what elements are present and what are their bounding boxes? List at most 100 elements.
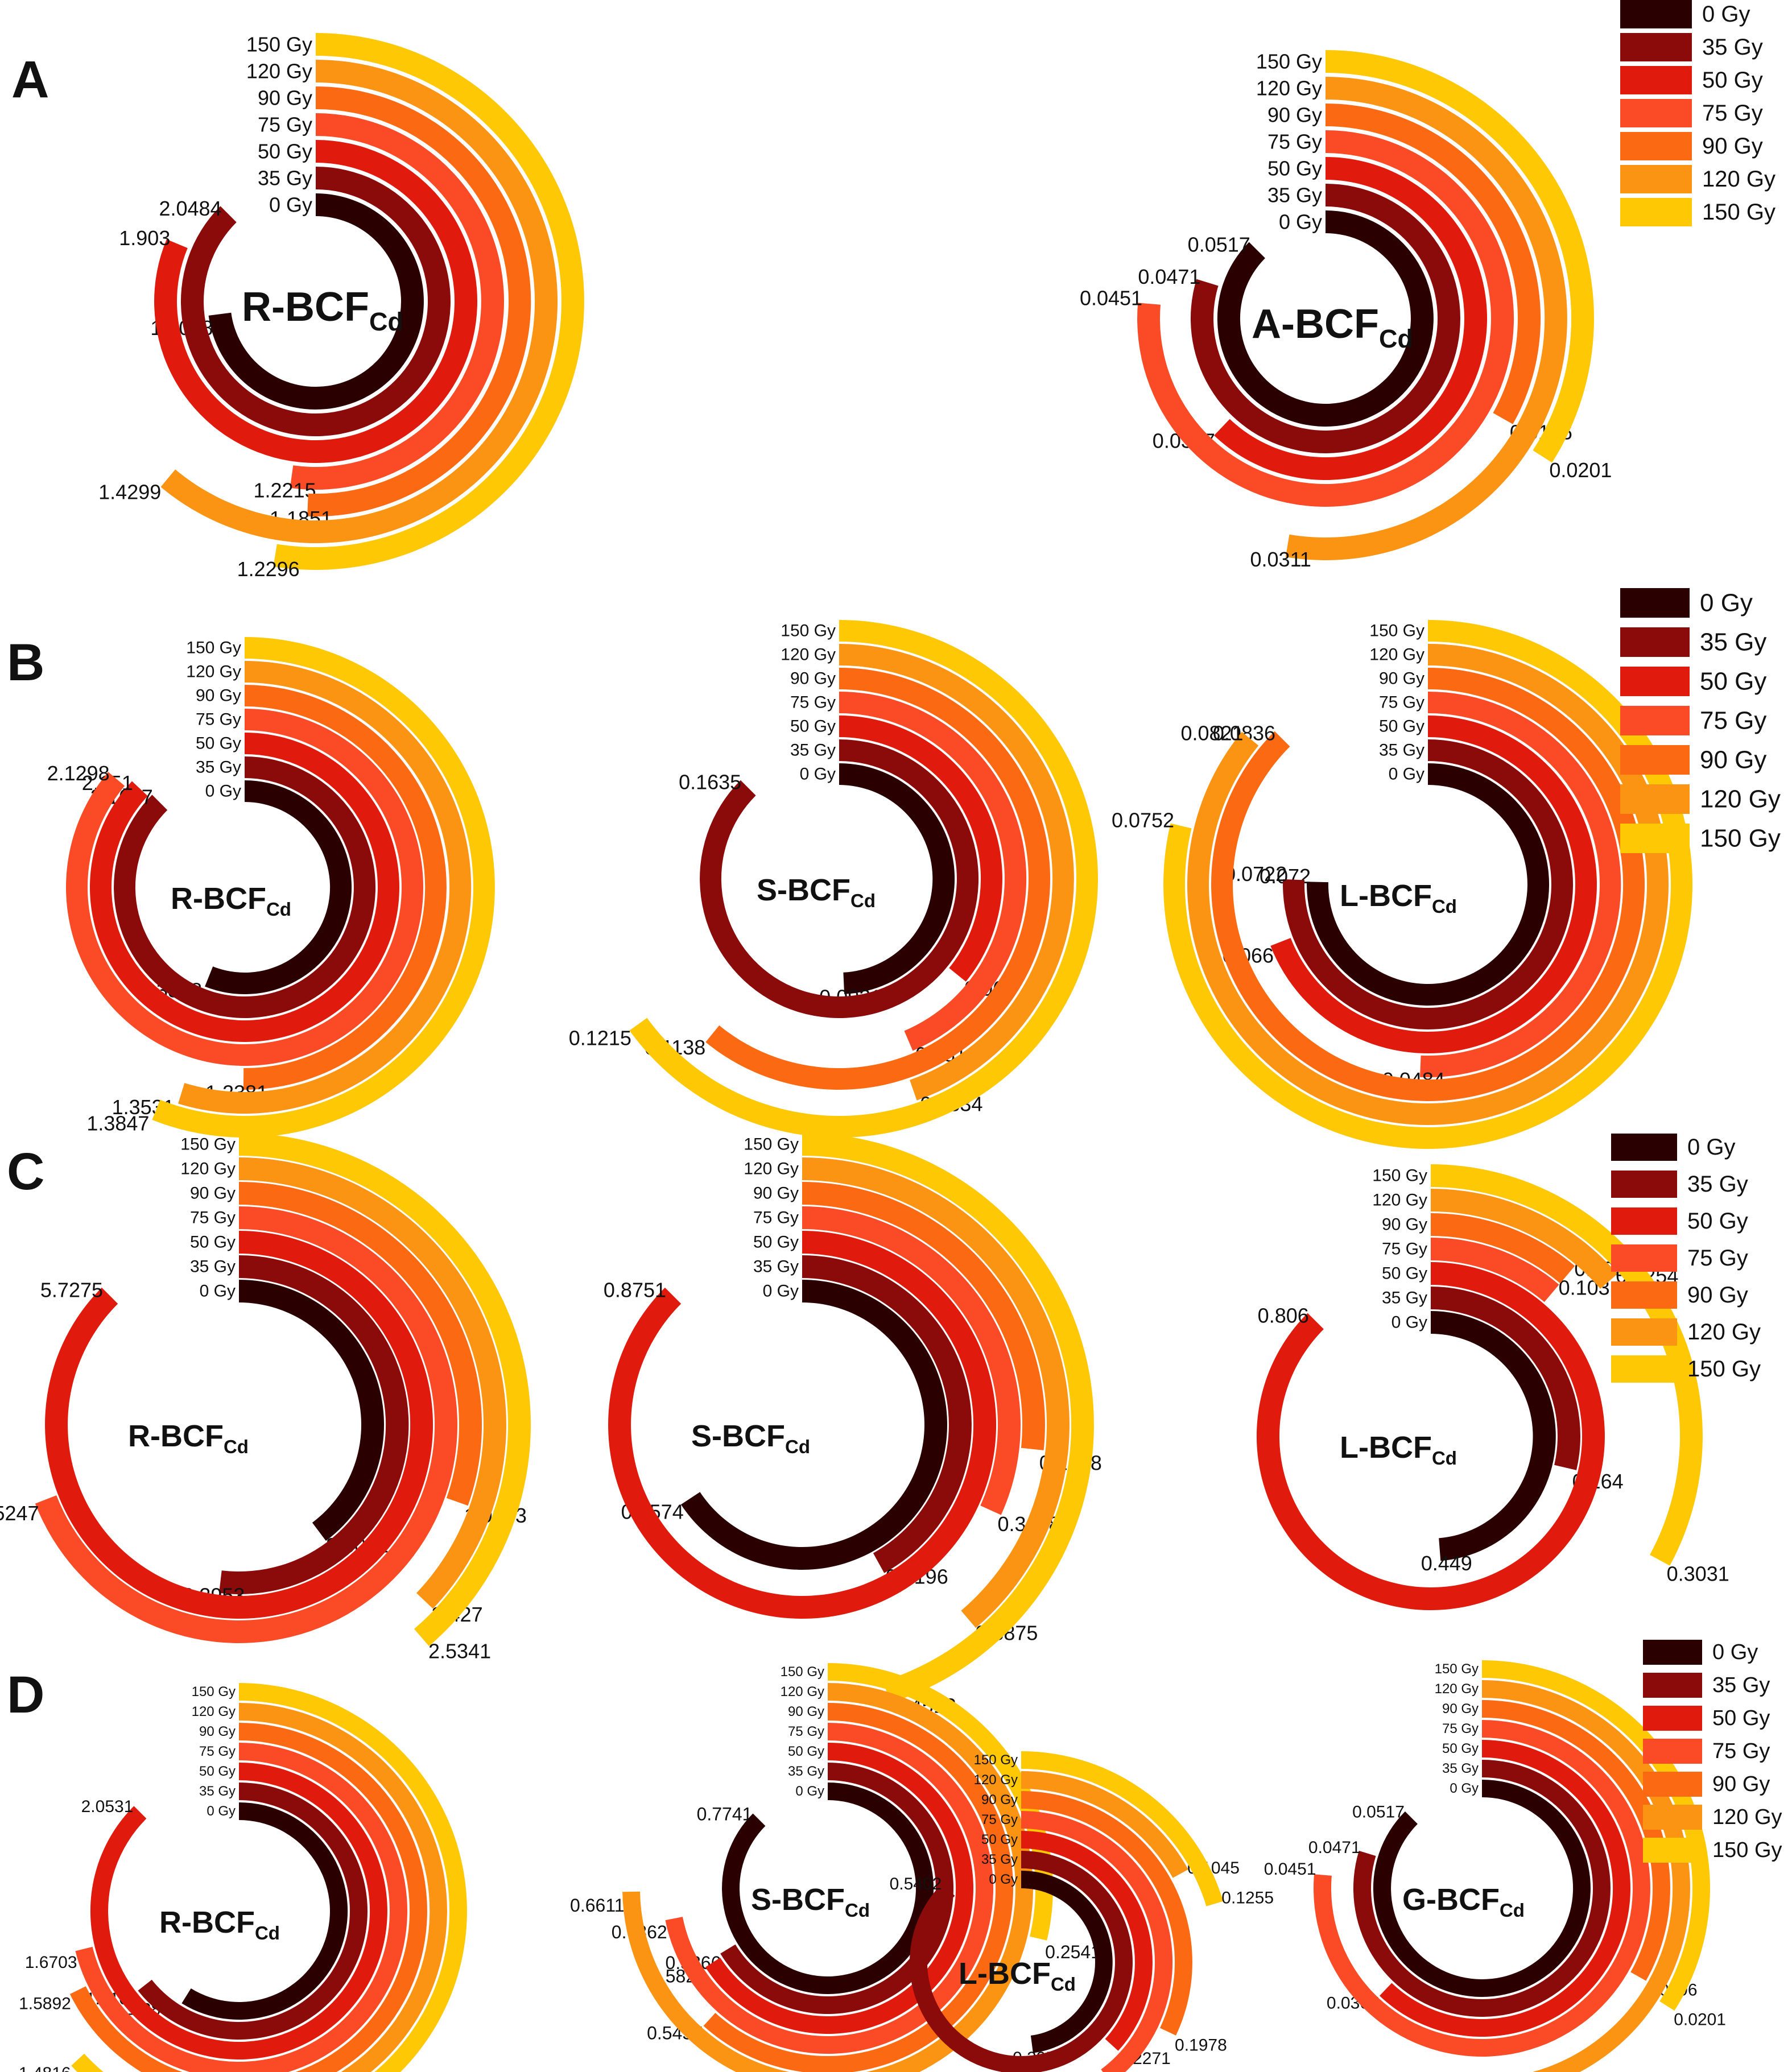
legend-label: 50 Gy [1712, 1706, 1770, 1730]
legend-swatch [1620, 66, 1692, 94]
legend-swatch [1611, 1171, 1677, 1198]
legend-swatch [1643, 1805, 1702, 1830]
chart-title: R-BCFCd [171, 882, 291, 920]
dose-tick-label: 150 Gy [1369, 622, 1424, 640]
dose-tick-label: 150 Gy [1435, 1661, 1479, 1677]
legend-label: 120 Gy [1687, 1320, 1761, 1345]
chart-title: L-BCFCd [1340, 1430, 1457, 1469]
radial-bar [160, 59, 558, 544]
dose-tick-label: 0 Gy [1279, 210, 1322, 234]
legend-swatch [1643, 1838, 1702, 1863]
value-label: 1.3847 [86, 1112, 149, 1135]
legend-swatch [1611, 1207, 1677, 1235]
radial-bar [1021, 1871, 1113, 2053]
radial-bar [839, 763, 955, 994]
dose-tick-label: 120 Gy [1369, 646, 1424, 664]
radial-bar [1021, 1811, 1173, 2072]
dose-tick-label: 0 Gy [200, 1282, 236, 1301]
radial-bar [1326, 50, 1594, 463]
legend-swatch [1620, 824, 1690, 853]
chart-title: L-BCFCd [959, 1957, 1076, 1995]
chart-title: A-BCFCd [1252, 301, 1413, 353]
dose-tick-label: 75 Gy [790, 693, 836, 712]
dose-tick-label: 0 Gy [269, 193, 312, 217]
value-label: 0.8751 [604, 1279, 666, 1302]
chart-title: R-BCFCd [159, 1905, 280, 1943]
dose-tick-label: 90 Gy [753, 1184, 799, 1203]
radial-bar [1380, 1740, 1630, 2037]
radial-bar [1431, 1189, 1618, 1289]
legend-swatch [1620, 99, 1692, 127]
radial-bar [239, 1157, 506, 1609]
dose-tick-label: 0 Gy [763, 1282, 799, 1301]
value-label: 1.4816 [19, 2064, 71, 2072]
legend-label: 120 Gy [1700, 785, 1781, 813]
legend-swatch [1611, 1355, 1677, 1383]
dose-tick-label: 150 Gy [246, 33, 312, 56]
dose-tick-label: 75 Gy [788, 1724, 824, 1739]
legend-swatch [1620, 33, 1692, 61]
value-label: 0.0517 [1188, 233, 1250, 256]
panel-letter: B [7, 634, 44, 692]
value-label: 1.2215 [254, 479, 316, 502]
dose-tick-label: 120 Gy [180, 1160, 236, 1178]
radial-bar [802, 1182, 1045, 1450]
value-label: 0.0752 [1112, 809, 1174, 832]
panel-letter: D [7, 1666, 44, 1724]
legend-label: 35 Gy [1712, 1673, 1770, 1697]
dose-tick-label: 120 Gy [974, 1772, 1018, 1788]
legend-swatch [1620, 627, 1690, 657]
value-label: 1.2296 [237, 557, 300, 581]
legend-label: 35 Gy [1687, 1172, 1748, 1197]
radial-bar [71, 1683, 467, 2072]
legend-label: 75 Gy [1687, 1246, 1748, 1271]
radial-bar [239, 1182, 482, 1506]
value-label: 0.0471 [1138, 265, 1200, 288]
dose-tick-label: 50 Gy [196, 734, 241, 753]
value-label: 0.0201 [1549, 458, 1612, 482]
dose-tick-label: 120 Gy [186, 663, 241, 681]
dose-tick-label: 50 Gy [1442, 1741, 1479, 1756]
legend-label: 0 Gy [1702, 2, 1750, 27]
legend-label: 35 Gy [1702, 35, 1763, 60]
dose-tick-label: 90 Gy [190, 1184, 236, 1203]
legend-label: 75 Gy [1712, 1739, 1770, 1763]
dose-tick-label: 120 Gy [1435, 1681, 1479, 1697]
value-label: 0.449 [1421, 1552, 1472, 1575]
dose-tick-label: 90 Gy [790, 669, 836, 688]
dose-tick-label: 75 Gy [190, 1209, 236, 1227]
radial-bar [1021, 1771, 1188, 1878]
radial-bar [1482, 1680, 1690, 2072]
dose-tick-label: 90 Gy [1379, 669, 1424, 688]
radial-bar [1431, 1287, 1581, 1470]
value-label: 0.0201 [1674, 2010, 1726, 2029]
legend-label: 120 Gy [1702, 167, 1776, 192]
dose-tick-label: 50 Gy [753, 1233, 799, 1252]
legend-label: 75 Gy [1702, 101, 1763, 126]
dose-tick-label: 0 Gy [1450, 1781, 1479, 1796]
value-label: 0.0722 [1224, 862, 1287, 886]
radial-bar [239, 1133, 531, 1647]
legend-label: 50 Gy [1702, 68, 1763, 93]
radial-bar [205, 780, 352, 994]
dose-tick-label: 90 Gy [1442, 1701, 1479, 1717]
chart-title: L-BCFCd [1340, 879, 1457, 917]
dose-tick-label: 35 Gy [753, 1258, 799, 1276]
dose-tick-label: 50 Gy [1382, 1264, 1427, 1283]
dose-tick-label: 150 Gy [744, 1135, 799, 1154]
legend-swatch [1620, 198, 1692, 226]
legend-swatch [1643, 1706, 1702, 1731]
value-label: 0.5402 [890, 1875, 942, 1893]
legend-swatch [1611, 1281, 1677, 1309]
dose-tick-label: 50 Gy [199, 1764, 236, 1779]
value-label: 0.0471 [1308, 1838, 1361, 1857]
dose-tick-label: 50 Gy [788, 1744, 824, 1759]
value-label: 0.0821 [1180, 721, 1243, 745]
legend-label: 150 Gy [1712, 1838, 1782, 1862]
dose-tick-label: 150 Gy [186, 639, 241, 657]
legend-label: 50 Gy [1687, 1209, 1748, 1234]
dose-tick-label: 35 Gy [1379, 741, 1424, 760]
dose-tick-label: 75 Gy [1442, 1721, 1479, 1736]
